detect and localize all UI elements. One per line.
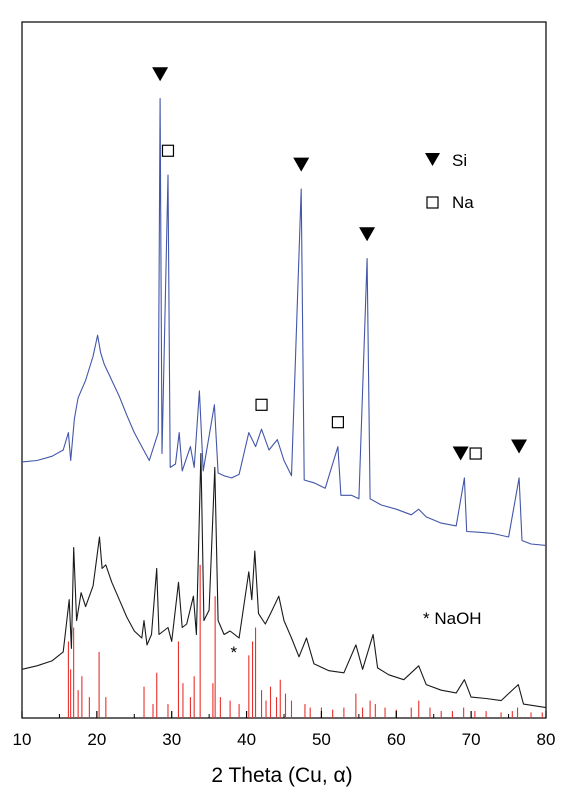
na-marker — [331, 416, 344, 429]
peak-markers: * — [152, 67, 528, 662]
legend-si-label: Si — [452, 151, 467, 170]
x-tick-label: 20 — [87, 730, 106, 749]
na-marker — [161, 144, 175, 157]
x-tick-label: 40 — [237, 730, 256, 749]
x-axis-ticks: 10 20 30 40 50 60 70 80 — [13, 711, 556, 749]
naoh-annotation: * NaOH — [423, 609, 482, 628]
x-tick-label: 80 — [537, 730, 556, 749]
legend-na-label: Na — [452, 193, 474, 212]
x-tick-label: 30 — [162, 730, 181, 749]
si-marker — [359, 227, 376, 242]
na-marker — [469, 447, 482, 460]
x-tick-label: 70 — [462, 730, 481, 749]
legend-si-symbol — [425, 153, 440, 166]
naoh-marker: * — [231, 643, 238, 662]
na-marker — [255, 398, 268, 411]
si-marker — [511, 439, 528, 454]
si-marker — [293, 157, 310, 172]
si-marker — [452, 446, 469, 461]
x-tick-label: 10 — [13, 730, 32, 749]
legend-na-symbol — [426, 196, 439, 209]
series-layer — [21, 98, 547, 718]
x-tick-label: 50 — [312, 730, 331, 749]
x-axis-label: 2 Theta (Cu, α) — [211, 764, 352, 787]
legend: Si Na — [425, 151, 474, 212]
x-tick-label: 60 — [387, 730, 406, 749]
upper-pattern-line — [21, 98, 547, 546]
lower-pattern-line — [21, 452, 547, 709]
si-marker — [152, 67, 169, 82]
reference-sticks — [67, 564, 543, 718]
